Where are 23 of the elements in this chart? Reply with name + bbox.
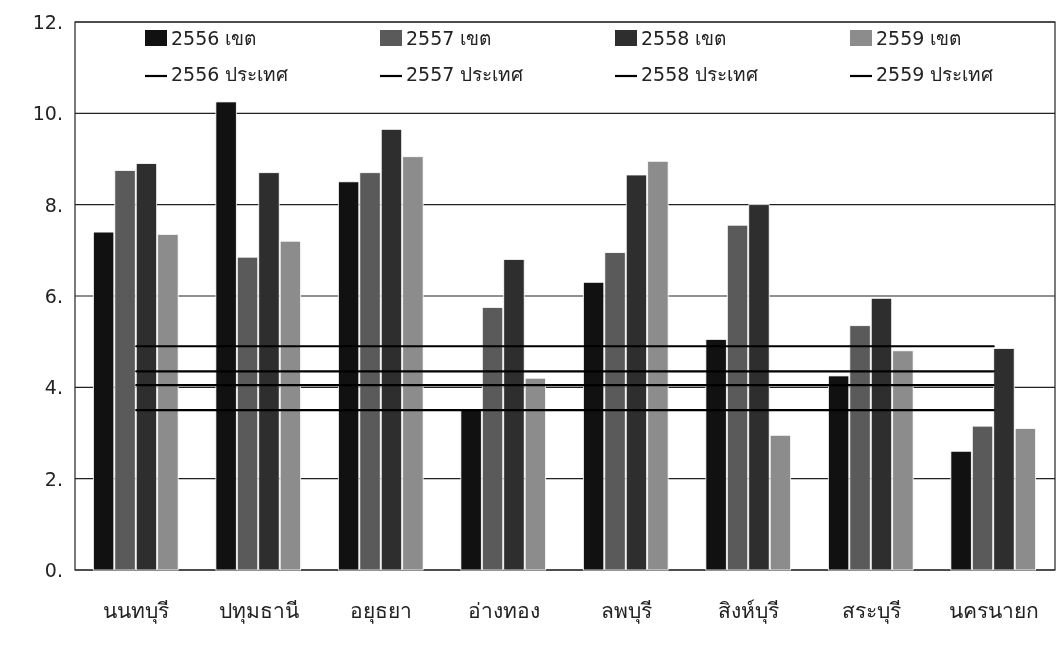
x-tick-label: ลพบุรี: [600, 599, 652, 624]
x-tick-label: นครนายก: [948, 599, 1039, 623]
y-tick-label: 12.: [32, 11, 63, 33]
y-tick-label: 8.: [44, 193, 63, 216]
legend-label: 2558 ประเทศ: [641, 63, 759, 85]
y-tick-label: 10.: [32, 102, 63, 125]
y-tick-label: 4.: [44, 376, 63, 399]
x-tick-label: อยุธยา: [350, 599, 413, 624]
x-tick-label: สระบุรี: [841, 599, 901, 624]
y-tick-label: 6.: [44, 285, 63, 307]
x-tick-label: นนทบุรี: [103, 599, 170, 624]
legend-label: 2558 เขต: [641, 27, 727, 49]
legend-label: 2556 เขต: [171, 27, 257, 49]
y-tick-label: 0.: [44, 559, 63, 581]
legend-label: 2557 ประเทศ: [406, 63, 524, 85]
x-tick-label: สิงห์บุรี: [718, 599, 780, 624]
y-tick-label: 2.: [44, 467, 63, 490]
legend-label: 2556 ประเทศ: [171, 63, 289, 85]
legend-label: 2557 เขต: [406, 27, 492, 49]
x-tick-label: อ่างทอง: [467, 599, 540, 623]
x-tick-label: ปทุมธานี: [218, 599, 299, 624]
legend-label: 2559 เขต: [876, 27, 962, 49]
legend-label: 2559 ประเทศ: [876, 63, 994, 85]
